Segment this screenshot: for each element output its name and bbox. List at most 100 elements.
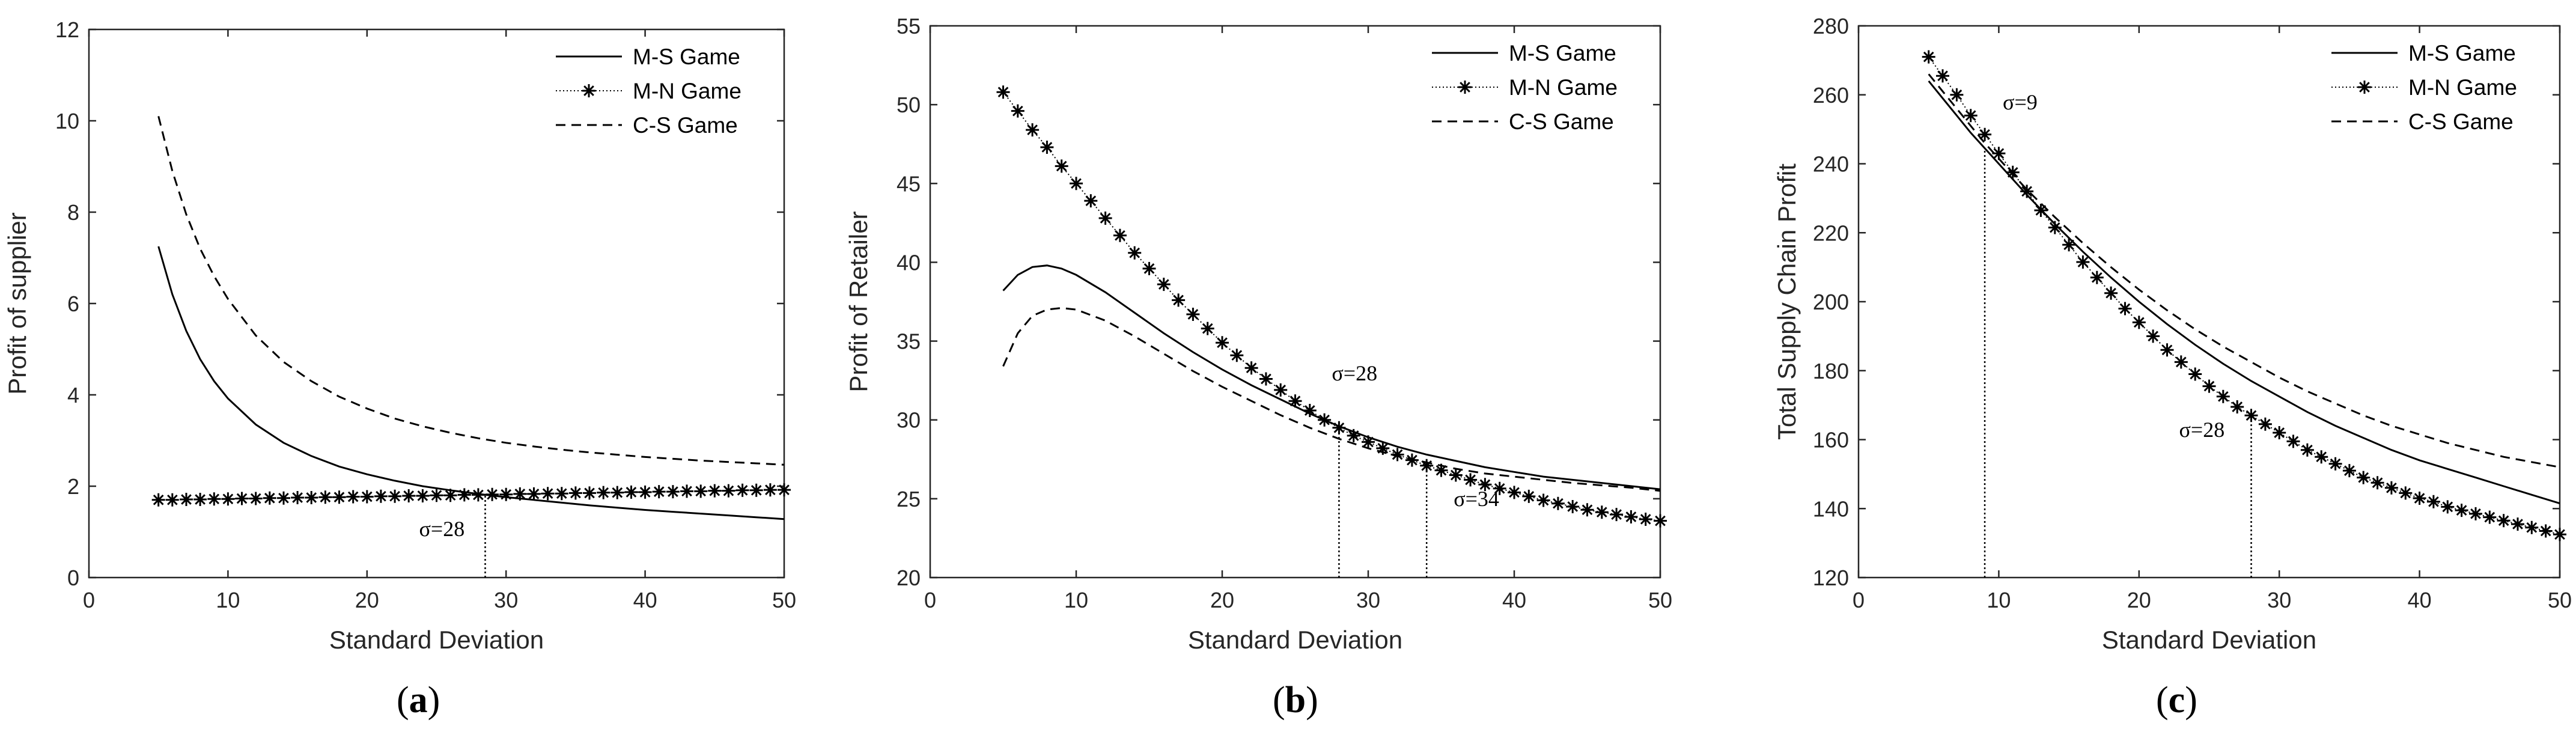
x-tick-label: 30 [1356,588,1380,612]
data-point-marker [2469,507,2482,520]
data-point-marker [2413,492,2426,505]
data-point-marker [2188,367,2202,381]
y-tick-label: 140 [1813,496,1849,521]
data-point-marker [1216,336,1229,350]
series-c-s-game [1002,307,1661,492]
data-point-marker [2230,400,2244,413]
data-point-marker [541,487,555,501]
data-point-marker [2076,255,2090,269]
series-line [1002,307,1661,492]
data-point-marker [180,493,193,506]
y-tick-label: 220 [1813,221,1849,245]
annotation-label: σ=28 [1332,361,1377,385]
x-tick-label: 10 [216,588,240,612]
data-point-marker [1950,88,1964,102]
data-point-marker [1201,322,1214,335]
data-point-marker [2539,524,2553,538]
data-point-marker [193,493,207,506]
y-tick-label: 20 [897,566,921,590]
data-point-marker [2357,471,2370,484]
data-point-marker [2315,450,2328,464]
data-point-marker [749,483,763,497]
data-point-marker [1274,383,1288,397]
data-point-marker [2300,443,2314,457]
data-point-marker [1964,109,1978,123]
data-point-marker [1420,459,1434,472]
legend-label: C-S Game [1509,109,1614,134]
y-tick-label: 180 [1813,359,1849,383]
data-point-marker [1508,486,1521,499]
data-point-marker [722,484,735,498]
data-point-marker [499,487,513,501]
y-tick-label: 50 [897,93,921,117]
legend-label: C-S Game [633,113,738,138]
data-point-marker [2104,286,2118,300]
data-point-marker [2118,302,2132,316]
data-point-marker [2062,238,2076,252]
legend-label: M-S Game [1509,41,1616,66]
data-point-marker [1551,496,1565,510]
legend-label: C-S Game [2408,109,2514,134]
legend-label: M-N Game [1509,75,1618,100]
data-point-marker [1464,473,1478,487]
y-axis-label: Total Supply Chain Profit [1773,163,1801,440]
data-point-marker [443,489,457,502]
data-point-marker [597,486,611,499]
data-point-marker [1011,104,1025,118]
data-point-marker [735,483,749,497]
data-point-marker [2146,329,2160,343]
data-point-marker [513,487,527,501]
data-point-marker [1566,500,1580,513]
data-point-marker [2441,500,2455,514]
y-tick-label: 40 [897,250,921,275]
series-m-s-game [157,246,785,520]
legend-swatch-marker [582,84,595,97]
x-tick-label: 50 [772,588,796,612]
data-point-marker [611,486,624,499]
data-point-marker [374,489,388,503]
x-tick-label: 40 [633,588,657,612]
data-point-marker [263,491,276,505]
series-c-s-game [157,116,785,466]
data-point-marker [1244,361,1258,375]
data-point-marker [1978,127,1992,141]
x-tick-label: 50 [2548,588,2572,612]
data-point-marker [1070,177,1083,191]
data-point-marker [1128,246,1142,260]
x-axis-label: Standard Deviation [1188,626,1402,654]
data-point-marker [2342,464,2356,478]
data-point-marker [2202,379,2216,393]
y-tick-label: 10 [55,109,79,133]
data-point-marker [1449,468,1463,482]
y-tick-label: 2 [67,474,79,499]
data-point-marker [1288,394,1302,408]
data-point-marker [165,493,179,507]
data-point-marker [1040,141,1054,154]
y-tick-label: 160 [1813,428,1849,453]
data-point-marker [568,486,582,500]
y-tick-label: 25 [897,487,921,511]
data-point-marker [1332,421,1346,435]
data-point-marker [318,490,332,504]
y-tick-label: 240 [1813,152,1849,177]
data-point-marker [1230,349,1244,362]
data-point-marker [2244,409,2258,422]
series-line [1002,91,1661,522]
data-point-marker [1610,508,1624,522]
series-m-n-game [1922,50,2566,541]
y-tick-label: 200 [1813,290,1849,314]
data-point-marker [1936,69,1949,83]
data-point-marker [2174,355,2188,369]
chart-panel-b: 0 10 20 30 40 50 20 25 30 35 40 45 50 55 Standard Devi… [844,14,1672,721]
x-tick-label: 20 [2127,588,2151,612]
legend: M-S Game M-N Game C-S Game [556,44,741,138]
data-point-marker [1084,194,1098,208]
y-tick-label: 120 [1813,566,1849,590]
data-point-marker [2020,185,2034,198]
y-axis-label: Profit of Retailer [844,211,872,392]
series-c-s-game [1928,73,2560,468]
data-point-marker [2090,270,2104,284]
y-axis-label: Profit of supplier [3,212,31,394]
data-point-marker [1113,228,1127,242]
y-tick-label: 4 [67,383,79,407]
